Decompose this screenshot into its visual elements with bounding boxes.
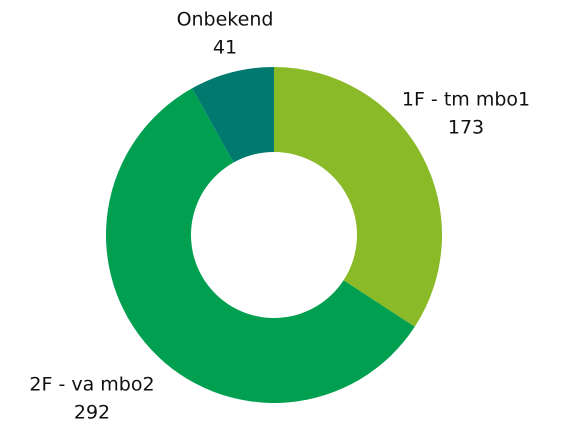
slice-value: 173 xyxy=(448,117,484,139)
slice-value: 41 xyxy=(213,37,237,59)
slice-label: 1F - tm mbo1 xyxy=(402,89,530,111)
donut-slice xyxy=(274,67,442,327)
slice-label: 2F - va mbo2 xyxy=(29,374,154,396)
slice-value: 292 xyxy=(74,402,110,424)
donut-slice xyxy=(105,88,415,403)
donut-slice xyxy=(192,67,274,163)
slice-label: Onbekend xyxy=(177,9,274,31)
